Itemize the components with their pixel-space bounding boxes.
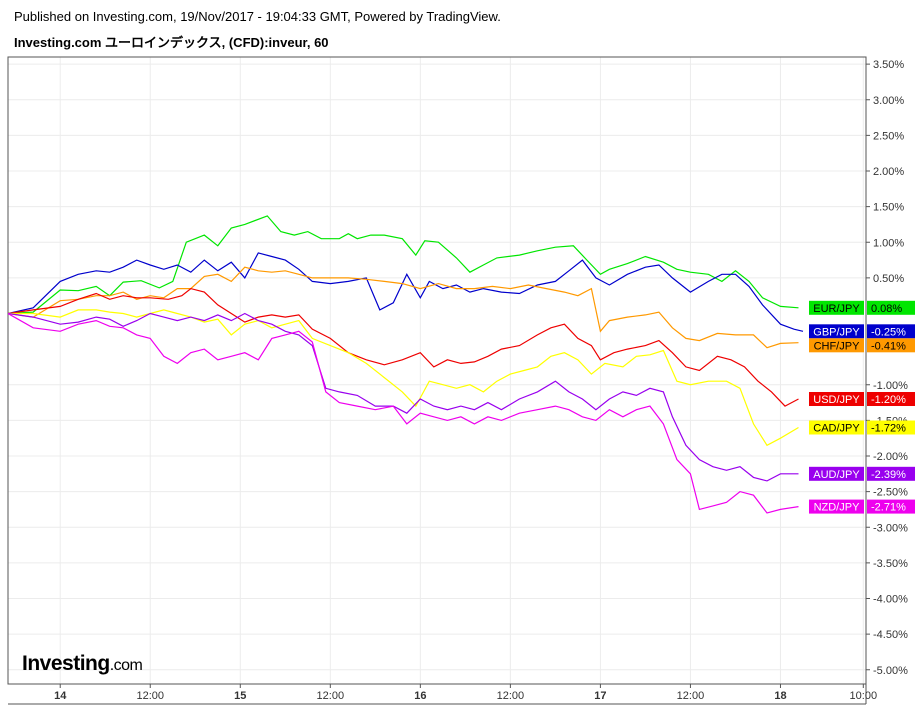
x-tick-label: 18 — [774, 690, 786, 702]
series-value-badge-aud-jpy — [867, 466, 915, 481]
y-tick-label: -4.50% — [873, 629, 908, 641]
series-value-aud-jpy: -2.39% — [871, 469, 906, 481]
series-name-badge-chf-jpy — [809, 338, 864, 353]
x-tick-label: 12:00 — [677, 690, 705, 702]
series-name-badge-aud-jpy — [809, 466, 864, 481]
y-tick-label: -3.00% — [873, 522, 908, 534]
series-name-gbp-jpy: GBP/JPY — [813, 326, 860, 338]
y-tick-label: 2.00% — [873, 166, 904, 178]
y-tick-label: -1.00% — [873, 380, 908, 392]
series-value-eur-jpy: 0.08% — [871, 303, 902, 315]
series-lines — [8, 215, 804, 514]
x-tick-label: 17 — [594, 690, 606, 702]
x-tick-label: 12:00 — [136, 690, 164, 702]
series-value-badge-gbp-jpy — [867, 324, 915, 339]
investing-logo: Investing.com — [22, 652, 143, 676]
logo-suffix: .com — [109, 657, 143, 674]
y-tick-label: 3.00% — [873, 95, 904, 107]
series-name-badge-eur-jpy — [809, 300, 864, 315]
chart-title: Investing.com ユーロインデックス, (CFD):inveur, 6… — [14, 35, 329, 50]
series-value-badge-usd-jpy — [867, 392, 915, 406]
series-name-badge-gbp-jpy — [809, 324, 864, 339]
y-tick-label: 1.50% — [873, 202, 904, 214]
y-tick-label: 0.50% — [873, 273, 904, 285]
series-value-cad-jpy: -1.72% — [871, 423, 906, 435]
grid — [8, 57, 866, 684]
series-name-badge-usd-jpy — [809, 392, 864, 406]
y-tick-label: -3.50% — [873, 558, 908, 570]
series-value-nzd-jpy: -2.71% — [871, 502, 906, 514]
plot-frame — [7, 56, 867, 685]
y-tick-label: -5.00% — [873, 665, 908, 677]
x-tick-label: 14 — [54, 690, 67, 702]
x-tick-label: 15 — [234, 690, 246, 702]
series-line-gbp-jpy — [8, 252, 804, 332]
series-name-usd-jpy: USD/JPY — [813, 394, 860, 406]
series-name-chf-jpy: CHF/JPY — [814, 340, 861, 352]
series-name-eur-jpy: EUR/JPY — [813, 303, 860, 315]
logo-main: Investing — [22, 652, 110, 675]
y-tick-label: -4.00% — [873, 594, 908, 606]
series-value-badge-eur-jpy — [867, 300, 915, 315]
series-value-usd-jpy: -1.20% — [871, 394, 906, 406]
series-line-chf-jpy — [8, 266, 799, 349]
series-line-usd-jpy — [8, 287, 799, 407]
series-line-aud-jpy — [8, 312, 799, 482]
y-tick-label: 3.50% — [873, 59, 904, 71]
y-tick-label: -2.50% — [873, 487, 908, 499]
series-value-chf-jpy: -0.41% — [871, 340, 906, 352]
x-tick-label: 12:00 — [497, 690, 525, 702]
series-name-badge-nzd-jpy — [809, 499, 864, 514]
series-name-badge-cad-jpy — [809, 420, 864, 435]
series-value-gbp-jpy: -0.25% — [871, 326, 906, 338]
y-tick-label: -2.00% — [873, 451, 908, 463]
y-tick-label: 1.00% — [873, 237, 904, 249]
x-tick-label: 16 — [414, 690, 426, 702]
published-note: Published on Investing.com, 19/Nov/2017 … — [14, 9, 501, 24]
y-tick-label: 2.50% — [873, 130, 904, 142]
series-line-nzd-jpy — [8, 312, 799, 514]
x-tick-label: 12:00 — [317, 690, 345, 702]
series-line-eur-jpy — [8, 215, 799, 315]
series-name-cad-jpy: CAD/JPY — [813, 423, 860, 435]
series-name-nzd-jpy: NZD/JPY — [814, 502, 861, 514]
series-value-badge-chf-jpy — [867, 338, 915, 353]
series-name-aud-jpy: AUD/JPY — [813, 469, 860, 481]
series-line-cad-jpy — [8, 309, 799, 447]
x-tick-label: 10:00 — [850, 690, 878, 702]
series-value-badge-nzd-jpy — [867, 499, 915, 514]
series-value-badge-cad-jpy — [867, 420, 915, 435]
